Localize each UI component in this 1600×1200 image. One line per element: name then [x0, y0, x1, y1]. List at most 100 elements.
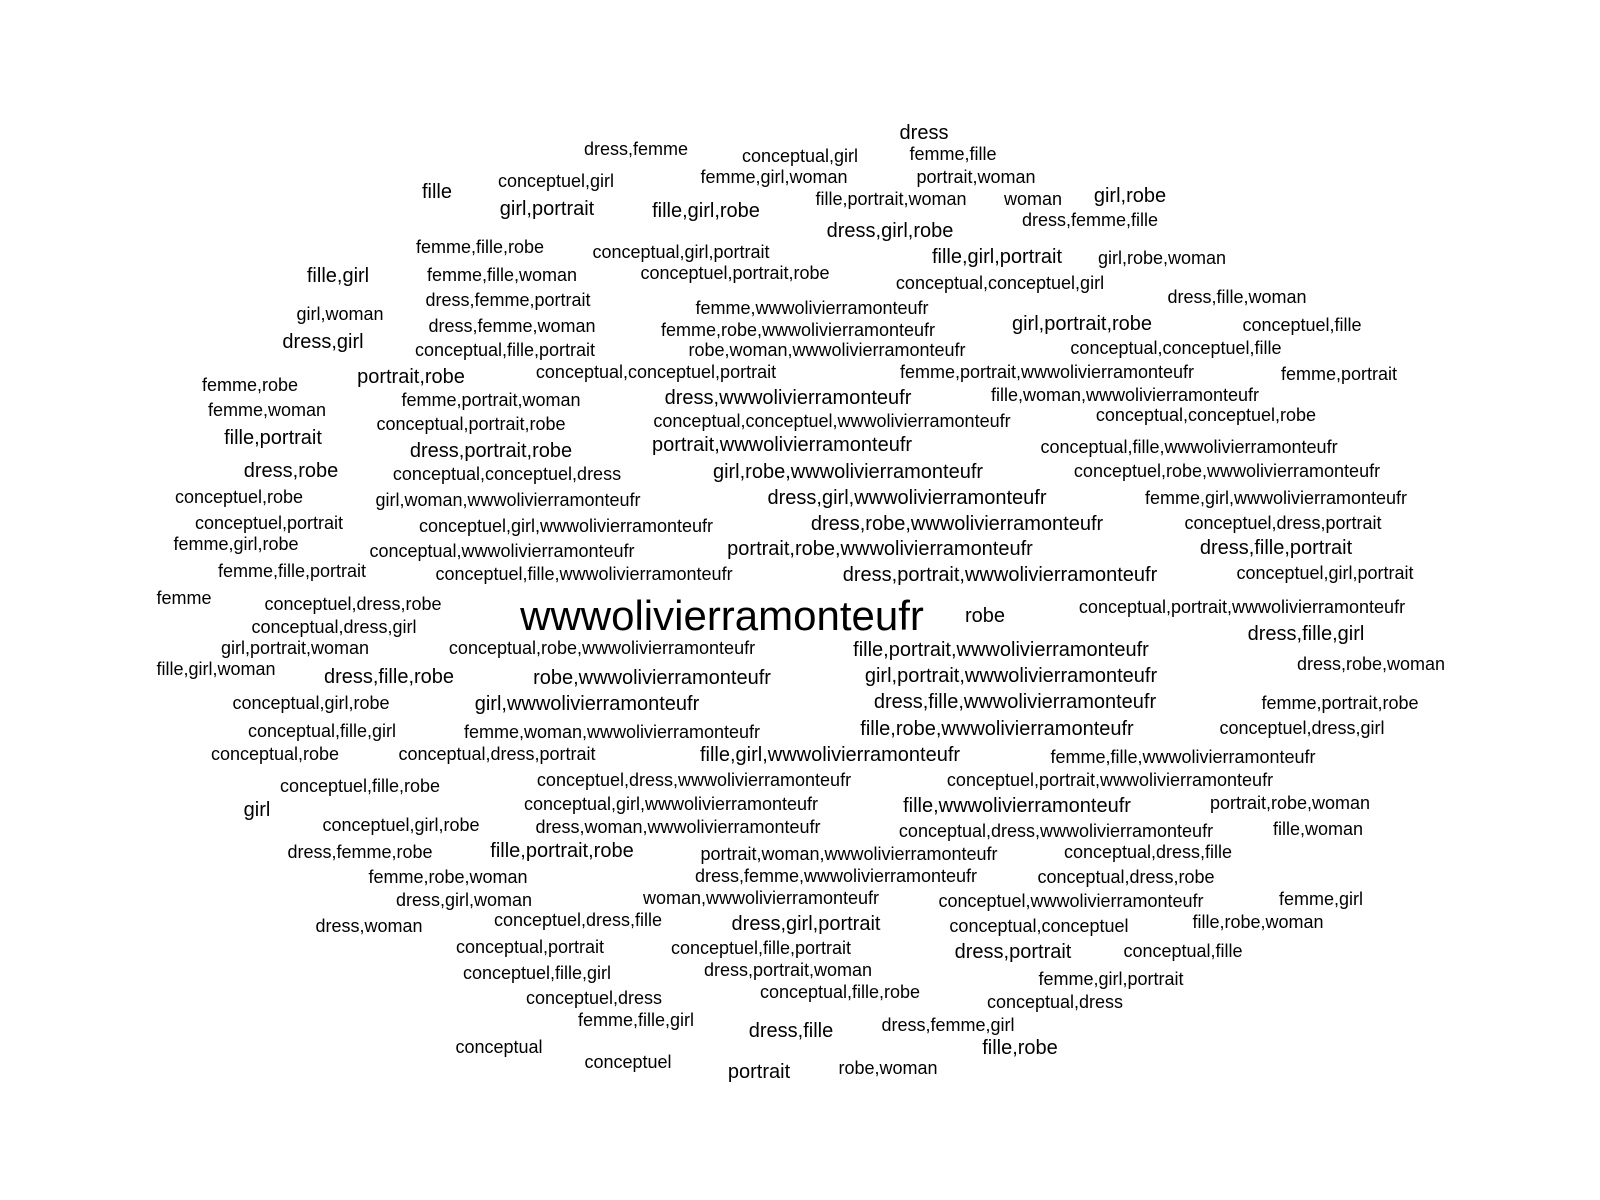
cloud-word: dress,femme,woman [428, 316, 596, 336]
cloud-word: robe,wwwolivierramonteufr [533, 667, 771, 689]
cloud-word: conceptual,dress,portrait [398, 744, 596, 764]
cloud-word: conceptuel,dress,fille [493, 910, 663, 930]
cloud-word: dress,girl [282, 331, 364, 353]
cloud-word: conceptuel,fille [1242, 315, 1362, 335]
cloud-word: conceptuel,portrait [194, 513, 344, 533]
cloud-word: conceptual,girl [741, 146, 859, 166]
cloud-word: dress,fille,girl [1247, 623, 1365, 645]
cloud-word: conceptual,robe,wwwolivierramonteufr [448, 638, 756, 658]
cloud-word: dress,girl,portrait [731, 913, 881, 935]
cloud-word: woman,wwwolivierramonteufr [642, 888, 880, 908]
cloud-word: femme,portrait,wwwolivierramonteufr [899, 362, 1195, 382]
cloud-word: dress,fille,woman [1167, 287, 1307, 307]
cloud-word: femme,fille,portrait [217, 561, 367, 581]
cloud-word: conceptuel,dress,girl [1219, 718, 1385, 738]
cloud-word: dress,femme,girl [881, 1015, 1015, 1035]
cloud-word: fille,robe [982, 1037, 1058, 1059]
cloud-word: conceptuel,fille,wwwolivierramonteufr [435, 564, 733, 584]
cloud-word: fille,portrait [224, 427, 322, 449]
cloud-word: conceptual,girl,portrait [592, 242, 770, 262]
cloud-word: femme,girl,wwwolivierramonteufr [1144, 488, 1408, 508]
cloud-word: conceptual,dress,fille [1063, 842, 1233, 862]
cloud-word: dress,woman [315, 916, 423, 936]
cloud-word: dress [899, 122, 949, 144]
cloud-word: fille,robe,wwwolivierramonteufr [860, 718, 1134, 740]
cloud-word: portrait,woman,wwwolivierramonteufr [700, 844, 998, 864]
cloud-word: conceptual,portrait,robe [376, 414, 566, 434]
cloud-word: conceptual,fille,wwwolivierramonteufr [1040, 437, 1338, 457]
cloud-word: conceptuel,wwwolivierramonteufr [938, 891, 1204, 911]
cloud-word: dress,fille,portrait [1199, 537, 1353, 559]
cloud-word: fille,wwwolivierramonteufr [903, 795, 1131, 817]
cloud-word: femme,robe,wwwolivierramonteufr [660, 320, 936, 340]
cloud-word: girl,robe [1093, 185, 1167, 207]
cloud-word: conceptuel,dress [525, 988, 663, 1008]
cloud-word: conceptual,fille [1123, 941, 1243, 961]
cloud-word: fille,girl,portrait [931, 246, 1063, 268]
cloud-word: dress,fille [748, 1020, 834, 1042]
cloud-word: girl,portrait,robe [1011, 313, 1153, 335]
cloud-word: conceptuel,portrait,wwwolivierramonteufr [946, 770, 1274, 790]
cloud-word: conceptual,portrait [455, 937, 605, 957]
cloud-word: femme,fille [909, 144, 997, 164]
cloud-word: dress,portrait,robe [409, 440, 573, 462]
cloud-word: portrait,robe,wwwolivierramonteufr [727, 538, 1033, 560]
cloud-word: dress,portrait [954, 941, 1072, 963]
cloud-word: girl,woman [296, 304, 384, 324]
cloud-word: dress,femme,fille [1021, 210, 1159, 230]
cloud-word: dress,femme [583, 139, 689, 159]
cloud-word: fille,woman [1272, 819, 1364, 839]
cloud-word: femme,girl,portrait [1038, 969, 1184, 989]
cloud-word: fille,girl,wwwolivierramonteufr [699, 744, 961, 766]
cloud-word: fille,portrait,robe [490, 840, 634, 862]
cloud-word: dress,portrait,wwwolivierramonteufr [842, 564, 1158, 586]
cloud-word: conceptuel,dress,wwwolivierramonteufr [536, 770, 852, 790]
cloud-word: conceptuel [584, 1052, 672, 1072]
cloud-word: portrait,robe [357, 366, 465, 388]
cloud-word: fille,woman,wwwolivierramonteufr [990, 385, 1260, 405]
cloud-word: femme,fille,girl [577, 1010, 695, 1030]
cloud-word: girl [243, 799, 271, 821]
cloud-word: wwwolivierramonteufr [520, 592, 924, 639]
cloud-word: dress,robe,wwwolivierramonteufr [810, 513, 1104, 535]
cloud-word: femme,robe [201, 375, 299, 395]
cloud-word: portrait,wwwolivierramonteufr [651, 434, 913, 456]
cloud-word: girl,portrait,woman [220, 638, 370, 658]
cloud-word: girl,wwwolivierramonteufr [474, 693, 700, 715]
cloud-word: fille,girl [306, 265, 370, 287]
cloud-word: dress,woman,wwwolivierramonteufr [535, 817, 821, 837]
cloud-word: dress,portrait,woman [703, 960, 873, 980]
cloud-word: portrait,woman [916, 167, 1036, 187]
cloud-word: femme,fille,wwwolivierramonteufr [1050, 747, 1316, 767]
cloud-word: dress,fille,robe [323, 666, 455, 688]
cloud-word: dress,fille,wwwolivierramonteufr [873, 691, 1157, 713]
cloud-word: girl,portrait [499, 198, 595, 220]
cloud-word: conceptual,girl,robe [232, 693, 390, 713]
cloud-word: conceptual,conceptuel,wwwolivierramonteu… [653, 411, 1011, 431]
cloud-word: dress,wwwolivierramonteufr [664, 387, 912, 409]
cloud-word: conceptual,dress,girl [251, 617, 417, 637]
cloud-word: girl,woman,wwwolivierramonteufr [375, 490, 641, 510]
cloud-word: femme,girl,woman [700, 167, 848, 187]
cloud-word: conceptual,dress [986, 992, 1124, 1012]
cloud-word: conceptual,dress,robe [1037, 867, 1215, 887]
cloud-word: conceptual,conceptuel,portrait [535, 362, 777, 382]
cloud-word: femme,girl,robe [173, 534, 299, 554]
cloud-word: girl,portrait,wwwolivierramonteufr [864, 665, 1158, 687]
cloud-word: dress,femme,portrait [425, 290, 591, 310]
cloud-word: dress,girl,wwwolivierramonteufr [767, 487, 1047, 509]
cloud-word: femme,woman,wwwolivierramonteufr [463, 722, 761, 742]
cloud-word: conceptuel,girl,robe [322, 815, 480, 835]
cloud-word: robe [964, 605, 1006, 627]
cloud-word: dress,femme,robe [287, 842, 433, 862]
cloud-word: conceptuel,fille,portrait [670, 938, 852, 958]
cloud-word: conceptual,conceptuel,girl [895, 273, 1105, 293]
cloud-word: dress,femme,wwwolivierramonteufr [694, 866, 978, 886]
cloud-word: conceptuel,dress,portrait [1184, 513, 1382, 533]
cloud-word: portrait,robe,woman [1209, 793, 1371, 813]
cloud-word: conceptuel,girl,wwwolivierramonteufr [418, 516, 714, 536]
cloud-word: femme,fille,woman [426, 265, 578, 285]
cloud-word: dress,robe [243, 460, 339, 482]
cloud-word: robe,woman,wwwolivierramonteufr [688, 340, 966, 360]
